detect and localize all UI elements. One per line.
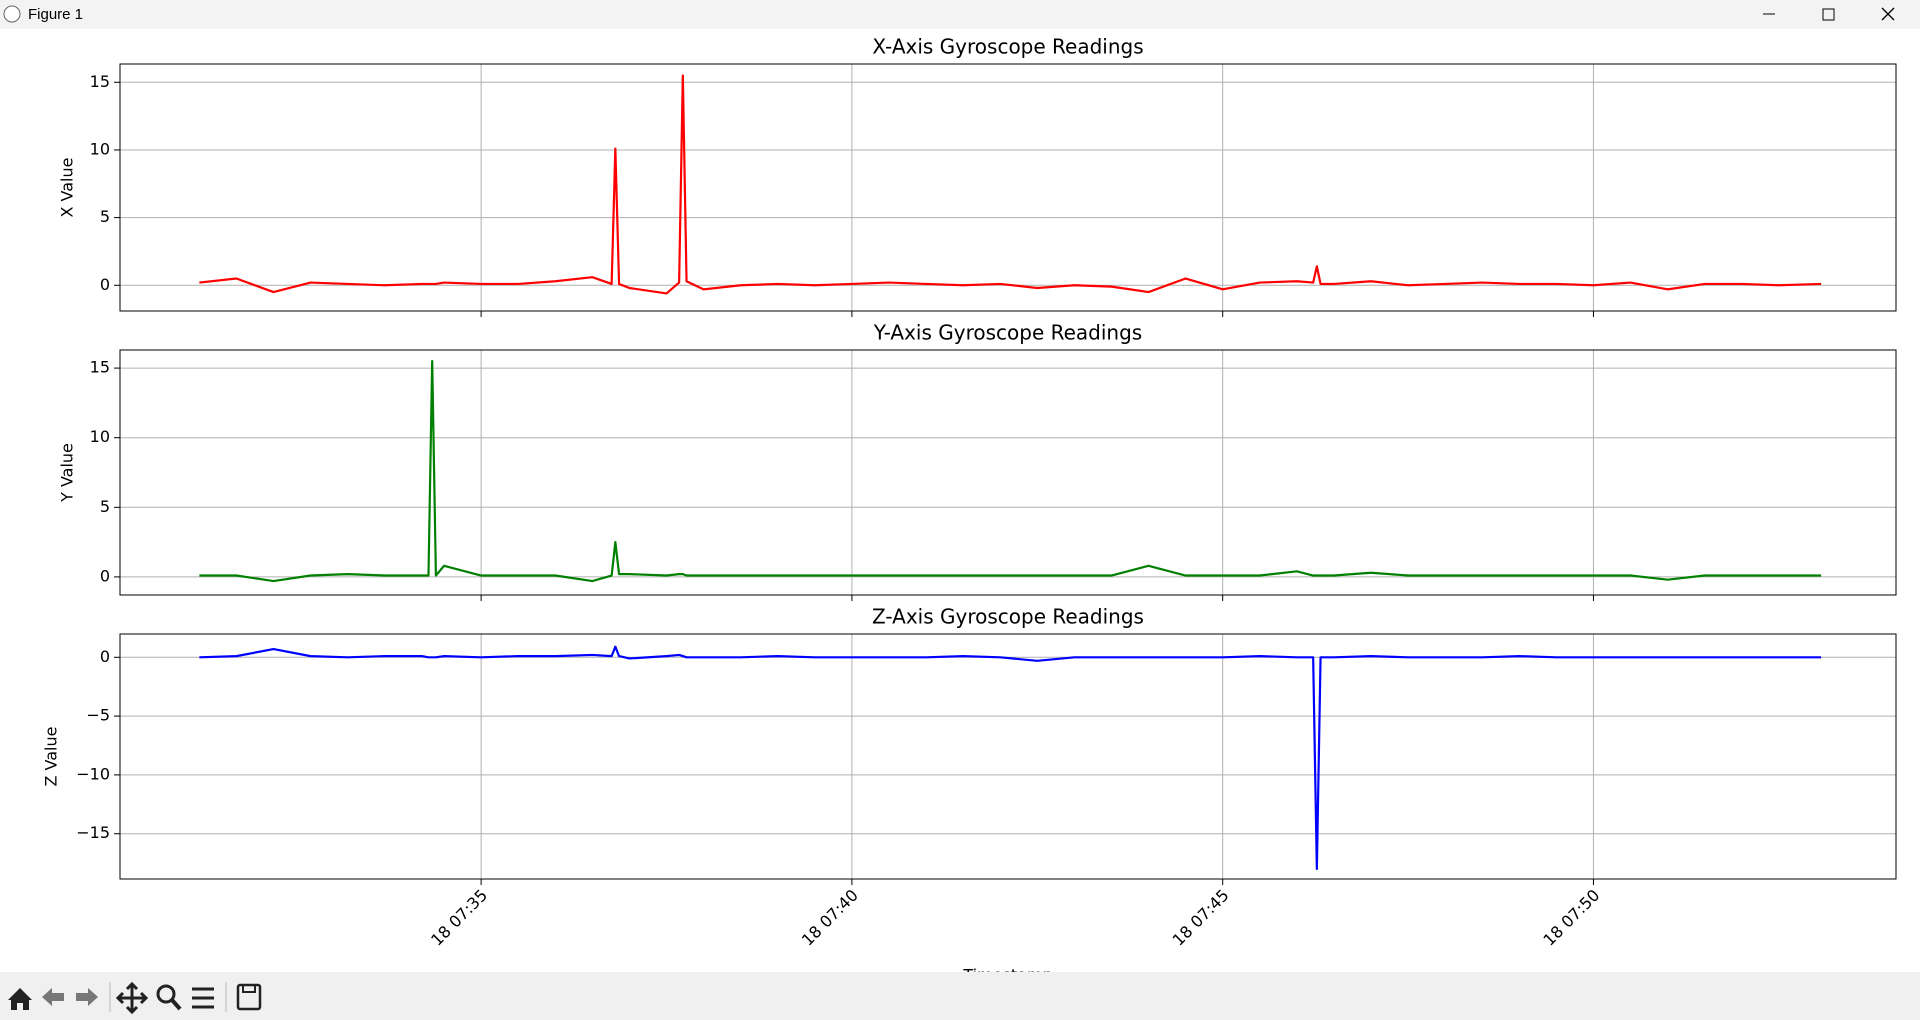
y-tick-label: 0 bbox=[100, 566, 110, 585]
window-title: Figure 1 bbox=[28, 6, 83, 23]
app-icon bbox=[3, 5, 21, 23]
y-axis-label: X Value bbox=[58, 158, 77, 218]
home-button[interactable] bbox=[8, 988, 32, 1010]
x-tick-label: 18 07:40 bbox=[798, 886, 862, 950]
title-bar bbox=[0, 0, 1920, 29]
close-button[interactable] bbox=[1881, 7, 1895, 21]
forward-button[interactable] bbox=[76, 988, 98, 1006]
y-tick-label: −10 bbox=[76, 764, 110, 783]
y-tick-label: 10 bbox=[90, 139, 110, 158]
y-tick-label: −15 bbox=[76, 823, 110, 842]
y-tick-label: 5 bbox=[100, 497, 110, 516]
y-tick-label: 10 bbox=[90, 427, 110, 446]
figure: X-Axis Gyroscope Readings X Value 0 5 10 15 Y-… bbox=[42, 35, 1897, 985]
pan-button[interactable] bbox=[115, 981, 149, 1015]
y-axis-label: Z Value bbox=[42, 727, 61, 787]
y-tick-label: 0 bbox=[100, 275, 110, 294]
toolbar bbox=[0, 972, 1920, 1020]
y-tick-label: 15 bbox=[90, 358, 110, 377]
restore-button[interactable] bbox=[1822, 8, 1835, 21]
data-line bbox=[199, 74, 1822, 295]
axes-frame bbox=[119, 63, 1897, 312]
data-line bbox=[199, 360, 1822, 583]
axes-frame bbox=[119, 349, 1897, 596]
axes-frame bbox=[119, 633, 1897, 880]
y-tick-label: 0 bbox=[100, 647, 110, 666]
x-tick-label: 18 07:45 bbox=[1169, 886, 1233, 950]
y-tick-label: −5 bbox=[86, 706, 110, 725]
x-tick-label: 18 07:35 bbox=[427, 886, 491, 950]
save-button[interactable] bbox=[236, 983, 262, 1011]
chart-title: X-Axis Gyroscope Readings bbox=[872, 35, 1143, 59]
data-line bbox=[199, 645, 1822, 871]
configure-button[interactable] bbox=[192, 987, 214, 1009]
x-tick-label: 18 07:50 bbox=[1539, 886, 1603, 950]
y-axis-label: Y Value bbox=[58, 443, 77, 503]
back-button[interactable] bbox=[42, 988, 64, 1006]
zoom-button[interactable] bbox=[156, 984, 182, 1011]
y-tick-label: 15 bbox=[90, 72, 110, 91]
chart-title: Y-Axis Gyroscope Readings bbox=[873, 321, 1142, 345]
chart-title: Z-Axis Gyroscope Readings bbox=[872, 605, 1144, 629]
y-tick-label: 5 bbox=[100, 207, 110, 226]
